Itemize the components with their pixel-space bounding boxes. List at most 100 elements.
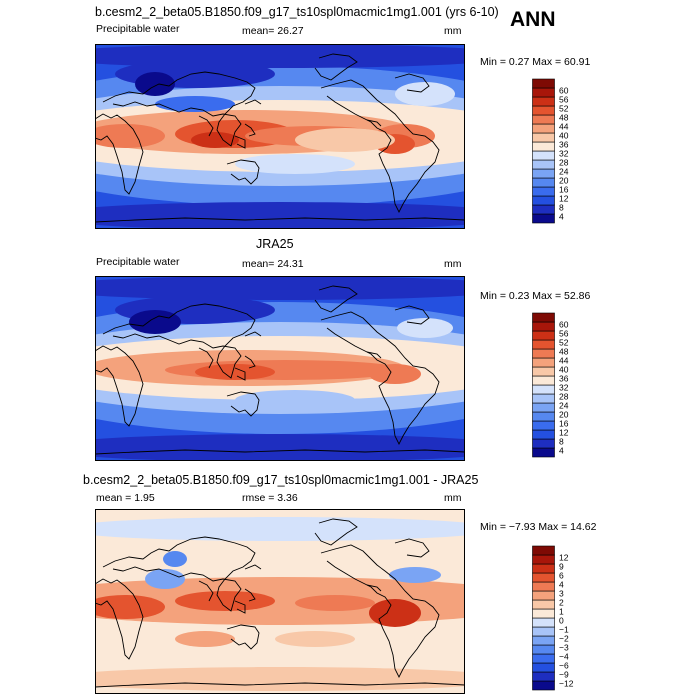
- coastline-8: [366, 351, 382, 359]
- colorbar-box-9: [532, 599, 555, 610]
- coastline-3: [234, 367, 246, 381]
- panel1-title: b.cesm2_2_beta05.B1850.f09_g17_ts10spl0m…: [95, 5, 499, 19]
- coastline-10: [244, 564, 262, 570]
- field-contour-17: [135, 72, 175, 96]
- field-contour-6: [145, 569, 185, 589]
- colorbar-box-4: [532, 411, 555, 422]
- field-contour-11: [95, 517, 465, 541]
- colorbar-label-2: 12: [559, 193, 569, 203]
- coastline-4: [226, 391, 260, 417]
- colorbar-box-9: [532, 366, 555, 377]
- coastline-6: [314, 53, 358, 81]
- field-contour-9: [191, 132, 239, 148]
- colorbar-label-14: 60: [559, 319, 569, 329]
- colorbar-box-5: [532, 168, 555, 179]
- colorbar-label-13: 9: [559, 561, 564, 571]
- field-contour-13: [155, 96, 235, 112]
- field-contour-8: [235, 390, 355, 410]
- coastline-5: [244, 588, 256, 602]
- field-contour-8: [163, 551, 187, 567]
- coastline-0: [95, 345, 144, 427]
- panel3-minmax: Min = −7.93 Max = 14.62: [480, 521, 597, 533]
- colorbar-box-8: [532, 375, 555, 386]
- colorbar-box-11: [532, 114, 555, 125]
- colorbar-box-13: [532, 96, 555, 107]
- map-frame: [95, 44, 465, 229]
- colorbar-box-6: [532, 393, 555, 404]
- colorbar-box-10: [532, 590, 555, 601]
- season-label: ANN: [510, 8, 556, 31]
- coastline-2: [198, 580, 214, 602]
- colorbar-label-13: 56: [559, 94, 569, 104]
- panel2-field-label: Precipitable water: [96, 256, 180, 268]
- colorbar-box-15: [532, 312, 555, 323]
- colorbar-label-7: 32: [559, 148, 569, 158]
- colorbar-box-0: [532, 680, 555, 691]
- colorbar-label-2: −6: [559, 660, 569, 670]
- colorbar-label-4: −3: [559, 642, 569, 652]
- colorbar-label-6: 28: [559, 157, 569, 167]
- panel1-field-label: Precipitable water: [96, 23, 180, 35]
- map-plot-3: [95, 509, 465, 694]
- coastline-9: [394, 305, 430, 325]
- colorbar-box-15: [532, 545, 555, 556]
- field-contour-10: [95, 276, 465, 300]
- colorbar-label-1: −9: [559, 669, 569, 679]
- colorbar-label-3: 16: [559, 184, 569, 194]
- colorbar-label-11: 4: [559, 579, 564, 589]
- field-contour-12: [235, 154, 355, 174]
- colorbar-label-13: 56: [559, 328, 569, 338]
- map-plot-1: [95, 44, 465, 229]
- panel2-colorbar: 4 8 12 16 20 24 28 32 36 40 44 48 52 56 60: [532, 312, 592, 465]
- coastline-6: [314, 285, 358, 313]
- panel1-colorbar: 4 8 12 16 20 24 28 32 36 40 44 48 52 56 60: [532, 78, 592, 231]
- colorbar-label-4: 20: [559, 409, 569, 419]
- colorbar-label-0: −12: [559, 678, 574, 688]
- panel2-minmax: Min = 0.23 Max = 52.86: [480, 290, 591, 302]
- colorbar-box-14: [532, 321, 555, 332]
- colorbar-label-3: −4: [559, 651, 569, 661]
- coastline-6: [314, 518, 358, 546]
- colorbar-box-11: [532, 348, 555, 359]
- coastline-2: [198, 115, 214, 137]
- colorbar-box-4: [532, 644, 555, 655]
- coastline-antarctica: [95, 449, 465, 455]
- field-contour-7: [389, 567, 441, 583]
- coastline-antarctica: [95, 682, 465, 688]
- colorbar-label-6: 28: [559, 391, 569, 401]
- panel3-title: b.cesm2_2_beta05.B1850.f09_g17_ts10spl0m…: [83, 473, 479, 487]
- field-contour-10: [275, 631, 355, 647]
- panel3-units: mm: [444, 492, 462, 504]
- colorbar-box-0: [532, 447, 555, 458]
- panel3-colorbar: −12 −9 −6 −4 −3 −2 −1 0 1 2 3 4 6 9 12: [532, 545, 592, 698]
- coastline-8: [366, 584, 382, 592]
- colorbar-box-11: [532, 581, 555, 592]
- colorbar-box-6: [532, 159, 555, 170]
- colorbar-box-10: [532, 123, 555, 134]
- coastline-10: [244, 331, 262, 337]
- panel1-mean: mean= 26.27: [242, 25, 304, 37]
- colorbar-label-14: 60: [559, 85, 569, 95]
- colorbar-label-10: 3: [559, 588, 564, 598]
- coastline-1: [102, 71, 256, 147]
- colorbar-label-0: 4: [559, 445, 564, 455]
- colorbar-label-14: 12: [559, 552, 569, 562]
- colorbar-label-3: 16: [559, 418, 569, 428]
- coastline-5: [244, 355, 256, 369]
- coastline-7: [320, 79, 440, 214]
- colorbar-box-6: [532, 626, 555, 637]
- field-contour-3: [175, 591, 275, 611]
- colorbar-label-12: 52: [559, 337, 569, 347]
- colorbar-box-5: [532, 635, 555, 646]
- colorbar-label-0: 4: [559, 211, 564, 221]
- field-contour-15: [95, 44, 465, 68]
- field-contour-6: [195, 364, 275, 380]
- field-contour-16: [95, 202, 465, 229]
- colorbar-box-8: [532, 608, 555, 619]
- colorbar-box-3: [532, 420, 555, 431]
- colorbar-label-9: 40: [559, 364, 569, 374]
- colorbar-label-8: 1: [559, 606, 564, 616]
- coastline-3: [234, 135, 246, 149]
